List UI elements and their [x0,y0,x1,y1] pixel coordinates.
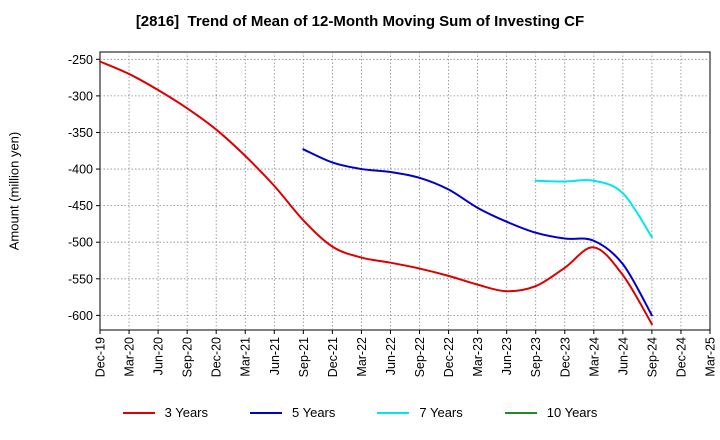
y-tick-label: -250 [68,53,93,67]
x-tick-label: Mar-21 [239,337,253,377]
x-tick-label: Mar-23 [471,337,485,377]
legend-item-5-years: 5 Years [250,405,335,420]
x-tick-label: Jun-22 [384,337,398,375]
legend-label-3-years: 3 Years [164,405,208,420]
legend-swatch-7-years [377,411,410,414]
legend-item-3-years: 3 Years [122,405,208,420]
x-tick-label: Sep-23 [529,337,543,377]
y-tick-label: -600 [68,309,93,323]
x-tick-label: Mar-25 [704,337,718,377]
legend-label-7-years: 7 Years [419,405,463,420]
x-tick-label: Dec-23 [558,337,572,377]
plot-frame [99,51,711,331]
legend-swatch-3-years [122,411,155,414]
legend-swatch-10-years [504,411,537,414]
y-tick-label: -300 [68,89,93,103]
y-tick-label: -500 [68,236,93,250]
legend-label-10-years: 10 Years [546,405,598,420]
legend-label-5-years: 5 Years [292,405,336,420]
chart-title: [2816] Trend of Mean of 12-Month Moving … [135,13,585,30]
x-tick-label: Mar-20 [123,337,137,377]
x-tick-label: Dec-20 [210,337,224,377]
x-tick-label: Dec-21 [326,337,340,377]
y-tick-label: -550 [68,272,93,286]
x-tick-label: Dec-24 [674,337,688,377]
legend-item-10-years: 10 Years [504,405,598,420]
x-tick-label: Jun-20 [152,337,166,375]
x-tick-label: Mar-24 [587,337,601,377]
series-line-5-years [302,148,653,317]
series-line-7-years [534,179,653,239]
x-tick-label: Sep-22 [413,337,427,377]
x-tick-label: Sep-20 [181,337,195,377]
x-tick-label: Jun-23 [500,337,514,375]
x-tick-label: Jun-21 [268,337,282,375]
x-tick-label: Mar-22 [355,337,369,377]
legend-item-7-years: 7 Years [377,405,463,420]
x-tick-label: Dec-22 [442,337,456,377]
x-tick-label: Jun-24 [616,337,630,375]
y-tick-label: -450 [68,199,93,213]
x-tick-label: Sep-21 [297,337,311,377]
legend: 3 Years 5 Years 7 Years 10 Years [0,405,720,420]
x-tick-label: Sep-24 [645,337,659,377]
y-tick-label: -350 [68,126,93,140]
legend-swatch-5-years [250,411,282,414]
x-tick-label: Dec-19 [94,337,108,377]
series-line-3-years [99,60,653,326]
y-tick-label: -400 [68,163,93,177]
